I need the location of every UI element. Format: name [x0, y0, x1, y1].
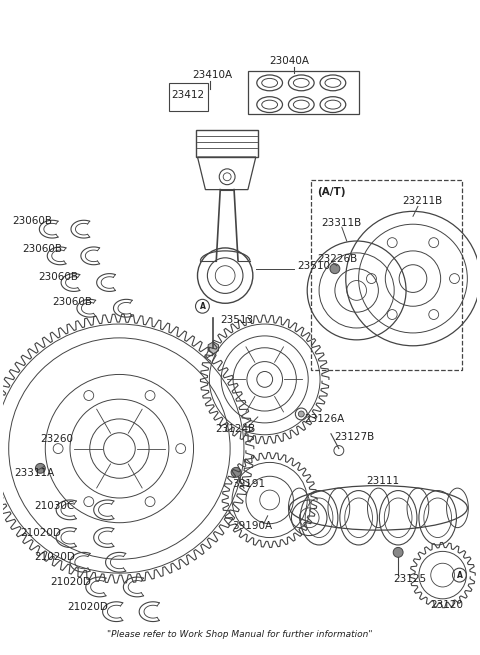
Text: 23125: 23125	[393, 574, 426, 584]
Circle shape	[393, 548, 403, 557]
Text: A: A	[456, 571, 462, 580]
Circle shape	[231, 468, 241, 477]
Circle shape	[298, 411, 304, 417]
Text: 21020D: 21020D	[35, 552, 75, 562]
Text: 23412: 23412	[171, 90, 204, 100]
Text: 23226B: 23226B	[317, 253, 357, 264]
Text: A: A	[200, 302, 205, 310]
Text: 23111: 23111	[367, 476, 400, 486]
Text: 23060B: 23060B	[52, 297, 92, 307]
Text: 21030C: 21030C	[35, 501, 75, 511]
Circle shape	[330, 264, 340, 274]
Text: "Please refer to Work Shop Manual for further information": "Please refer to Work Shop Manual for fu…	[107, 630, 373, 639]
Text: 39190A: 39190A	[232, 521, 272, 531]
Text: 23311A: 23311A	[14, 468, 55, 478]
Text: 23260: 23260	[40, 434, 73, 443]
Text: 23124B: 23124B	[216, 424, 255, 434]
Text: 23410A: 23410A	[192, 70, 233, 80]
Text: 23510: 23510	[297, 261, 330, 271]
Text: 39191: 39191	[232, 479, 265, 489]
Text: 21020D: 21020D	[50, 577, 91, 587]
Text: 21020D: 21020D	[21, 527, 61, 538]
Text: 23126A: 23126A	[304, 414, 345, 424]
Text: 23060B: 23060B	[23, 244, 62, 254]
Text: 23060B: 23060B	[12, 216, 53, 226]
Circle shape	[36, 463, 45, 474]
Polygon shape	[208, 342, 218, 354]
Text: 23060B: 23060B	[38, 272, 78, 282]
Text: (A/T): (A/T)	[317, 187, 346, 196]
Text: 21020D: 21020D	[67, 602, 108, 612]
Text: 23040A: 23040A	[270, 56, 310, 66]
Text: 23311B: 23311B	[321, 218, 361, 228]
Text: 23513: 23513	[220, 315, 253, 325]
Text: 23120: 23120	[430, 600, 463, 610]
Text: 23127B: 23127B	[334, 432, 374, 441]
Text: 23211B: 23211B	[402, 196, 443, 206]
